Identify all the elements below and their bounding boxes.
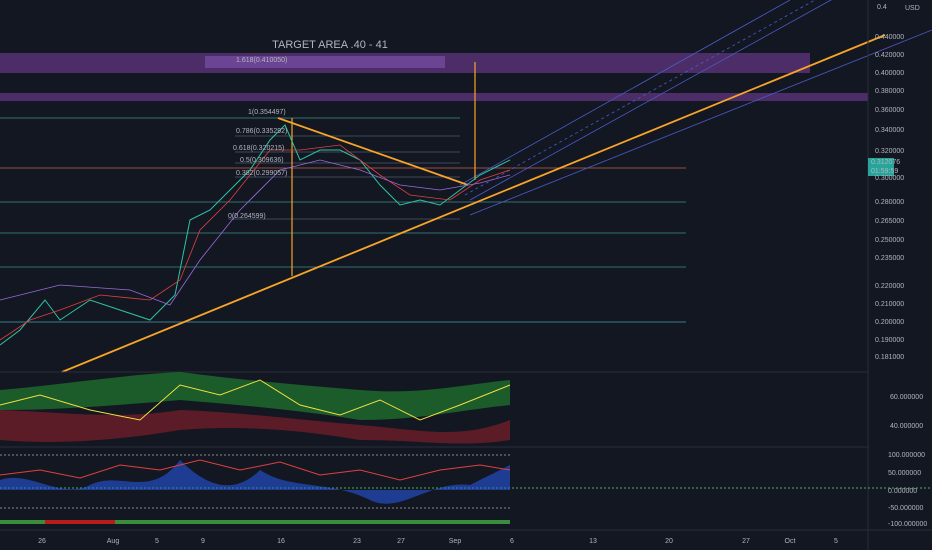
time-label: Oct — [785, 538, 796, 545]
price-label: 0.440000 — [875, 34, 904, 41]
time-label: 13 — [589, 538, 597, 545]
fib-label: 1(0.354497) — [248, 109, 286, 116]
indicator-axis-label: -100.000000 — [888, 521, 927, 528]
time-label: 5 — [155, 538, 159, 545]
fib-label: 0.5(0.309636) — [240, 157, 284, 164]
target-annotation: TARGET AREA .40 - 41 — [272, 39, 388, 51]
price-label: 0.265000 — [875, 218, 904, 225]
indicator-axis-label: 60.000000 — [890, 394, 923, 401]
time-label: 27 — [397, 538, 405, 545]
indicator-axis-label: -50.000000 — [888, 505, 924, 512]
price-label: 0.320000 — [875, 148, 904, 155]
price-label: 0.280000 — [875, 199, 904, 206]
countdown: 01:59:59 — [871, 168, 898, 175]
price-label: 0.235000 — [875, 255, 904, 262]
time-label: 27 — [742, 538, 750, 545]
time-label: 16 — [277, 538, 285, 545]
price-label: 0.420000 — [875, 52, 904, 59]
time-label: 26 — [38, 538, 46, 545]
price-label: 0.4 — [877, 4, 887, 11]
fib-label: 0.382(0.299057) — [236, 170, 287, 177]
time-label: 6 — [510, 538, 514, 545]
price-label: 0.250000 — [875, 237, 904, 244]
time-label: 9 — [201, 538, 205, 545]
time-label: 23 — [353, 538, 361, 545]
fib-label: 0.618(0.320215) — [233, 145, 284, 152]
price-label: 0.210000 — [875, 301, 904, 308]
indicator-axis-label: 50.000000 — [888, 470, 921, 477]
price-label: 0.400000 — [875, 70, 904, 77]
currency-label: USD — [905, 5, 920, 12]
price-label: 0.190000 — [875, 337, 904, 344]
indicator-axis-label: 0.000000 — [888, 488, 917, 495]
indicator-axis-label: 100.000000 — [888, 452, 925, 459]
price-label: 0.360000 — [875, 107, 904, 114]
fib-label: 0(0.264599) — [228, 213, 266, 220]
time-label: Sep — [449, 538, 462, 545]
fib-label: 1.618(0.410050) — [236, 57, 287, 64]
fib-label: 0.786(0.335292) — [236, 128, 287, 135]
last-price: 0.312076 — [871, 159, 900, 166]
time-label: 5 — [834, 538, 838, 545]
price-label: 0.300000 — [875, 175, 904, 182]
price-label: 0.340000 — [875, 127, 904, 134]
price-label: 0.200000 — [875, 319, 904, 326]
time-label: 20 — [665, 538, 673, 545]
indicator-axis-label: 40.000000 — [890, 423, 923, 430]
price-label: 0.380000 — [875, 88, 904, 95]
price-label: 0.220000 — [875, 283, 904, 290]
time-label: Aug — [107, 538, 120, 545]
price-label: 0.181000 — [875, 354, 904, 361]
